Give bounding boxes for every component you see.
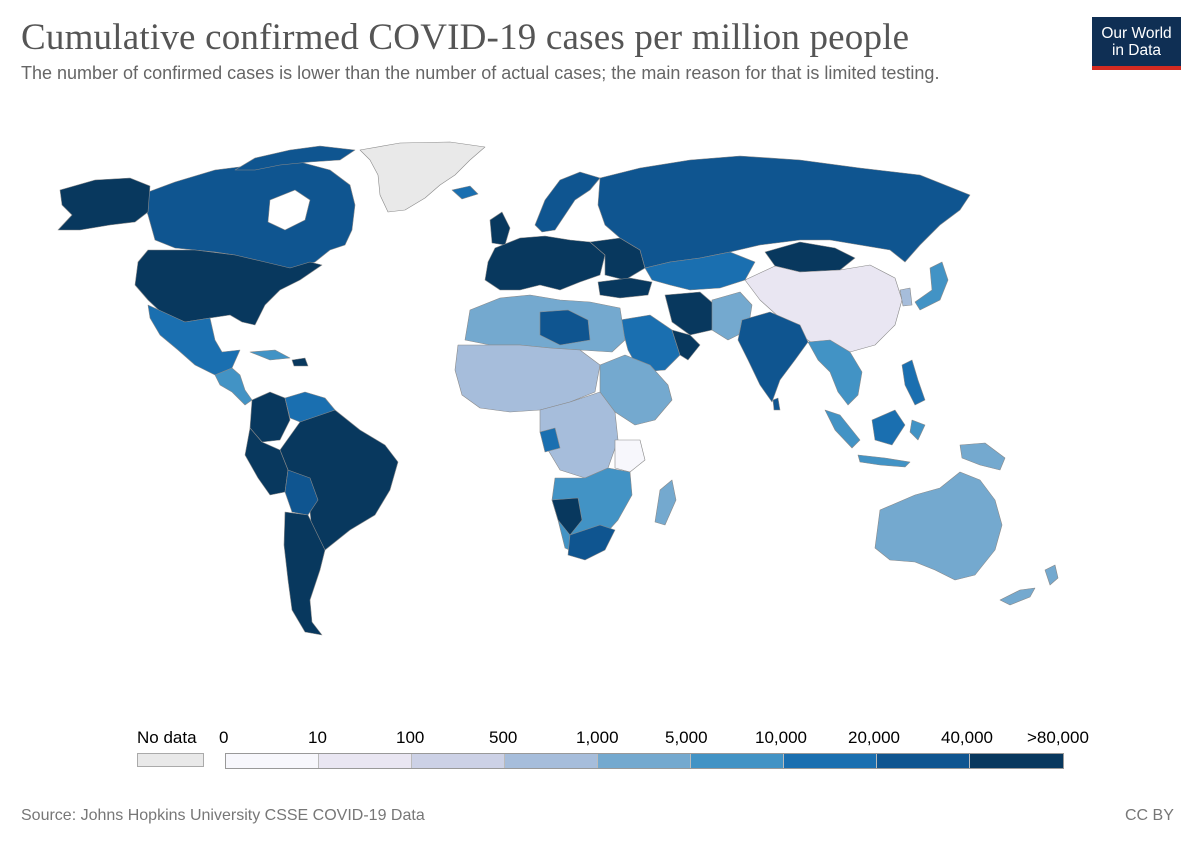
region-usa[interactable]	[134, 249, 323, 326]
legend-swatch[interactable]	[877, 754, 970, 768]
license-link[interactable]: CC BY	[1125, 807, 1174, 824]
chart-subtitle: The number of confirmed cases is lower t…	[21, 63, 940, 83]
legend-swatch[interactable]	[691, 754, 784, 768]
chart-title: Cumulative confirmed COVID-19 cases per …	[21, 17, 910, 58]
logo-line-1: Our World	[1101, 25, 1172, 42]
region-gulf-states[interactable]	[671, 329, 701, 361]
region-scandinavia[interactable]	[534, 171, 601, 233]
region-borneo[interactable]	[871, 409, 906, 446]
region-libya[interactable]	[539, 309, 591, 346]
legend-swatch[interactable]	[319, 754, 412, 768]
region-gabon[interactable]	[539, 427, 561, 453]
legend-tick-label: 20,000	[848, 728, 900, 747]
region-turkey[interactable]	[597, 277, 653, 299]
region-korea[interactable]	[899, 287, 913, 307]
legend-tick-label: >80,000	[1027, 728, 1089, 747]
region-alaska[interactable]	[57, 177, 151, 231]
region-sumatra[interactable]	[824, 409, 861, 449]
region-saudi-arabia[interactable]	[619, 314, 681, 373]
region-iceland[interactable]	[451, 185, 479, 200]
legend-tick-label: 0	[219, 728, 229, 747]
region-new-guinea[interactable]	[959, 442, 1006, 471]
region-cuba[interactable]	[249, 349, 291, 361]
legend-tick-label: 10	[308, 728, 327, 747]
region-southeast-asia[interactable]	[807, 339, 863, 406]
region-new-zealand[interactable]	[1044, 564, 1059, 586]
region-central-america[interactable]	[214, 367, 253, 406]
legend-tick-label: 40,000	[941, 728, 993, 747]
region-namibia[interactable]	[551, 497, 583, 536]
legend-tick-label: 5,000	[665, 728, 708, 747]
legend-swatch[interactable]	[505, 754, 598, 768]
region-greenland[interactable]	[359, 141, 486, 213]
region-japan[interactable]	[914, 261, 949, 311]
region-new-zealand-south[interactable]	[999, 587, 1036, 606]
legend-swatch[interactable]	[226, 754, 319, 768]
legend-no-data-label: No data	[137, 728, 197, 747]
region-india[interactable]	[737, 311, 809, 403]
hudson-bay	[267, 189, 311, 231]
legend-swatch[interactable]	[784, 754, 877, 768]
region-argentina[interactable]	[283, 511, 326, 636]
legend-tick-label: 500	[489, 728, 518, 747]
region-sri-lanka[interactable]	[772, 397, 781, 411]
region-madagascar[interactable]	[654, 479, 677, 526]
region-philippines[interactable]	[901, 359, 926, 406]
owid-logo[interactable]: Our World in Data	[1092, 17, 1181, 70]
region-canada-islands[interactable]	[234, 145, 356, 171]
legend-tick-label: 10,000	[755, 728, 807, 747]
logo-line-2: in Data	[1111, 42, 1162, 59]
region-south-africa[interactable]	[567, 524, 616, 561]
legend-no-data-swatch[interactable]	[137, 753, 204, 767]
region-sulawesi[interactable]	[909, 419, 926, 441]
legend-swatch[interactable]	[598, 754, 691, 768]
region-colombia[interactable]	[249, 391, 291, 443]
region-hispaniola[interactable]	[291, 357, 309, 367]
legend-tick-label: 1,000	[576, 728, 619, 747]
region-tanzania[interactable]	[614, 439, 646, 473]
legend-swatch[interactable]	[970, 754, 1063, 768]
world-map[interactable]	[0, 120, 1200, 660]
legend-swatch[interactable]	[412, 754, 505, 768]
region-uk[interactable]	[489, 211, 511, 246]
region-west-europe[interactable]	[484, 235, 606, 291]
region-java[interactable]	[857, 454, 911, 468]
source-note[interactable]: Source: Johns Hopkins University CSSE CO…	[21, 807, 425, 824]
legend-tick-label: 100	[396, 728, 425, 747]
region-russia[interactable]	[597, 155, 971, 269]
legend-color-scale	[225, 753, 1064, 769]
region-iran[interactable]	[664, 291, 716, 336]
region-australia[interactable]	[874, 471, 1003, 581]
